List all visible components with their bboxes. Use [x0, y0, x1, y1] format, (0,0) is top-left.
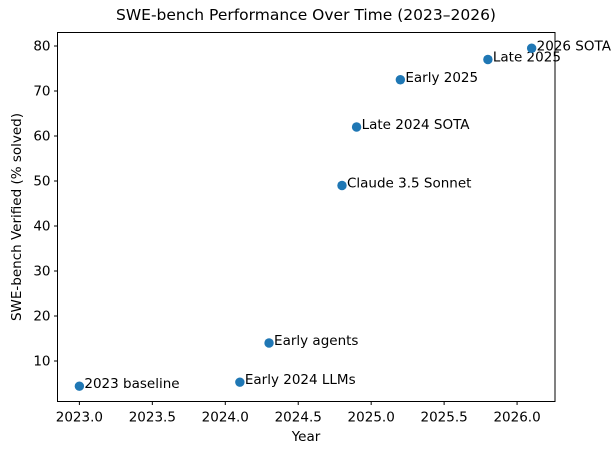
data-point	[483, 54, 493, 65]
x-tick-label: 2024.0	[202, 410, 249, 426]
point-label: Late 2025	[493, 50, 561, 66]
x-axis-label: Year	[291, 429, 321, 445]
y-tick-label: 30	[33, 264, 50, 280]
data-point	[351, 122, 362, 132]
data-point	[526, 43, 537, 53]
data-point	[74, 381, 85, 391]
data-point	[235, 377, 245, 387]
y-tick-label: 10	[33, 354, 50, 370]
point-label: Claude 3.5 Sonnet	[347, 176, 471, 192]
axes-frame	[57, 32, 556, 402]
x-tick-label: 2025.0	[348, 410, 395, 426]
y-tick-label: 80	[33, 39, 50, 55]
point-label: 2023 baseline	[84, 376, 179, 392]
y-axis-label: SWE-bench Verified (% solved)	[9, 112, 25, 322]
x-tick-label: 2025.5	[420, 410, 467, 426]
x-tick-label: 2024.5	[275, 410, 322, 426]
point-label: Early 2025	[405, 70, 478, 86]
point-label: 2026 SOTA	[537, 38, 612, 54]
data-point	[337, 180, 347, 191]
point-label: Early 2024 LLMs	[245, 372, 356, 388]
point-label: Late 2024 SOTA	[362, 117, 471, 133]
y-tick-label: 60	[33, 129, 50, 145]
y-tick-label: 50	[33, 174, 50, 190]
data-point	[264, 338, 274, 348]
y-tick-label: 70	[33, 84, 50, 100]
y-tick-label: 20	[33, 309, 50, 325]
y-tick-label: 40	[33, 219, 50, 235]
data-point	[395, 75, 406, 85]
point-label: Early agents	[274, 333, 358, 349]
chart-title: SWE-bench Performance Over Time (2023–20…	[116, 6, 496, 24]
x-tick-label: 2023.5	[129, 410, 176, 426]
x-tick-label: 2026.0	[493, 410, 540, 426]
x-tick-label: 2023.0	[56, 410, 103, 426]
